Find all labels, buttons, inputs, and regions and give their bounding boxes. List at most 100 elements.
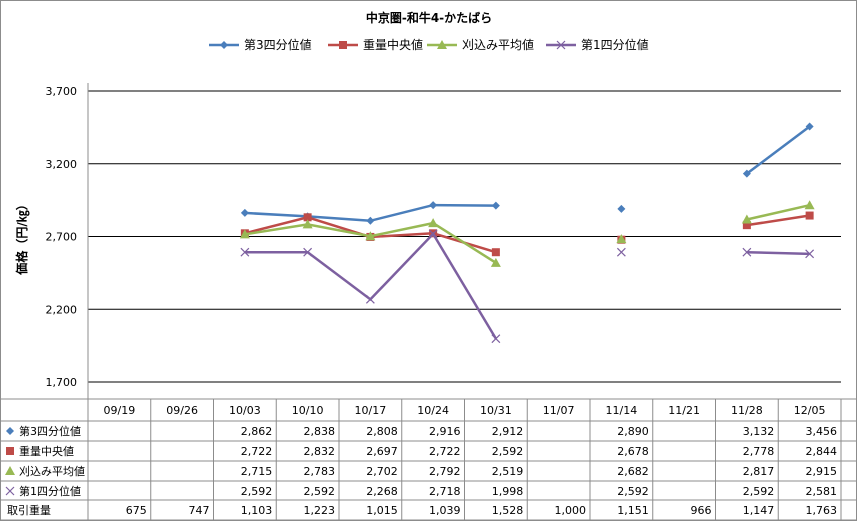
data-label-1-8: 2,678	[617, 445, 649, 458]
y-tick-label-2: 2,700	[46, 231, 78, 244]
data-label-3-11: 2,581	[806, 485, 838, 498]
point-0-4	[366, 216, 375, 225]
data-label-1-6: 2,592	[492, 445, 524, 458]
data-label-3-3: 2,592	[304, 485, 336, 498]
table-row-label-0: 第3四分位値	[19, 424, 81, 438]
table-legend-marker-3	[5, 486, 15, 496]
data-label-2-3: 2,783	[304, 465, 336, 478]
data-label-2-8: 2,682	[617, 465, 649, 478]
legend-label-3: 第1四分位値	[581, 37, 649, 52]
table-row-label-2: 刈込み平均値	[19, 465, 85, 478]
x-category-label-11: 12/05	[794, 404, 826, 417]
y-axis-label: 価格（円/㎏）	[14, 198, 30, 275]
data-label-0-2: 2,862	[241, 425, 273, 438]
data-label-3-4: 2,268	[366, 485, 398, 498]
point-0-11	[805, 122, 814, 131]
point-2-6	[490, 257, 501, 267]
x-category-label-10: 11/28	[731, 404, 763, 417]
point-0-2	[240, 208, 249, 217]
x-category-label-3: 10/10	[292, 404, 324, 417]
point-3-5	[428, 229, 438, 239]
data-label-2-5: 2,792	[429, 465, 461, 478]
data-label-0-6: 2,912	[492, 425, 524, 438]
table-legend-marker-0	[6, 427, 14, 435]
series-line-3-0	[244, 231, 497, 340]
point-1-10	[742, 221, 751, 230]
point-2-11	[804, 200, 815, 210]
legend-label-2: 刈込み平均値	[462, 37, 534, 52]
table-row-label-volume: 取引重量	[7, 503, 51, 517]
data-label-1-4: 2,697	[366, 445, 398, 458]
point-1-6	[491, 248, 500, 257]
series-line-2-0	[244, 221, 497, 264]
data-label-3-6: 1,998	[492, 485, 524, 498]
x-category-label-4: 10/17	[355, 404, 387, 417]
x-category-label-8: 11/14	[606, 404, 638, 417]
data-label-2-11: 2,915	[806, 465, 838, 478]
point-0-10	[742, 169, 751, 178]
legend-label-1: 重量中央値	[363, 37, 423, 52]
data-label-1-11: 2,844	[806, 445, 838, 458]
data-label-3-10: 2,592	[743, 485, 775, 498]
point-3-11	[805, 249, 815, 259]
data-label-2-4: 2,702	[366, 465, 398, 478]
volume-label-6: 1,528	[492, 504, 524, 517]
data-label-0-3: 2,838	[304, 425, 336, 438]
volume-label-4: 1,015	[366, 504, 398, 517]
volume-label-1: 747	[189, 504, 210, 517]
volume-label-8: 1,151	[617, 504, 649, 517]
data-label-0-11: 3,456	[806, 425, 838, 438]
point-1-3	[303, 213, 312, 222]
series-line-2-2	[746, 203, 810, 221]
series-line-0-2	[746, 125, 811, 175]
x-category-label-2: 10/03	[229, 404, 261, 417]
y-tick-label-3: 3,200	[46, 158, 78, 171]
point-2-3	[302, 219, 313, 229]
volume-label-9: 966	[691, 504, 712, 517]
legend-label-0: 第3四分位値	[244, 37, 312, 52]
data-label-0-10: 3,132	[743, 425, 775, 438]
data-label-2-10: 2,817	[743, 465, 775, 478]
y-tick-label-0: 1,700	[46, 376, 78, 389]
point-3-3	[303, 247, 313, 257]
point-0-5	[429, 201, 438, 210]
point-0-8	[617, 204, 626, 213]
data-label-3-2: 2,592	[241, 485, 273, 498]
x-category-label-6: 10/31	[480, 404, 512, 417]
series-line-1-2	[746, 214, 810, 227]
x-category-label-0: 09/19	[104, 404, 136, 417]
y-tick-label-1: 2,200	[46, 303, 78, 316]
volume-label-5: 1,039	[429, 504, 461, 517]
x-category-label-1: 09/26	[166, 404, 198, 417]
point-3-6	[491, 334, 501, 344]
x-category-label-7: 11/07	[543, 404, 575, 417]
volume-label-0: 675	[126, 504, 147, 517]
legend-marker-2	[437, 40, 447, 49]
point-3-8	[616, 247, 626, 257]
point-2-2	[239, 229, 250, 239]
table-legend-marker-1	[6, 447, 14, 455]
data-label-0-5: 2,916	[429, 425, 461, 438]
point-1-11	[805, 211, 814, 220]
data-label-1-2: 2,722	[241, 445, 273, 458]
point-3-10	[742, 247, 752, 257]
table-legend-marker-2	[5, 466, 15, 475]
point-0-6	[491, 201, 500, 210]
data-label-2-6: 2,519	[492, 465, 524, 478]
point-2-10	[741, 214, 752, 224]
x-category-label-5: 10/24	[417, 404, 449, 417]
data-label-1-5: 2,722	[429, 445, 461, 458]
data-label-0-8: 2,890	[617, 425, 649, 438]
data-label-3-5: 2,718	[429, 485, 461, 498]
x-category-label-9: 11/21	[668, 404, 700, 417]
data-label-1-10: 2,778	[743, 445, 775, 458]
volume-label-11: 1,763	[806, 504, 838, 517]
point-2-4	[365, 231, 376, 241]
point-3-4	[365, 294, 375, 304]
table-row-label-1: 重量中央値	[19, 444, 74, 458]
legend-marker-1	[339, 41, 347, 49]
volume-label-10: 1,147	[743, 504, 775, 517]
point-2-5	[428, 218, 439, 228]
y-tick-label-4: 3,700	[46, 85, 78, 98]
